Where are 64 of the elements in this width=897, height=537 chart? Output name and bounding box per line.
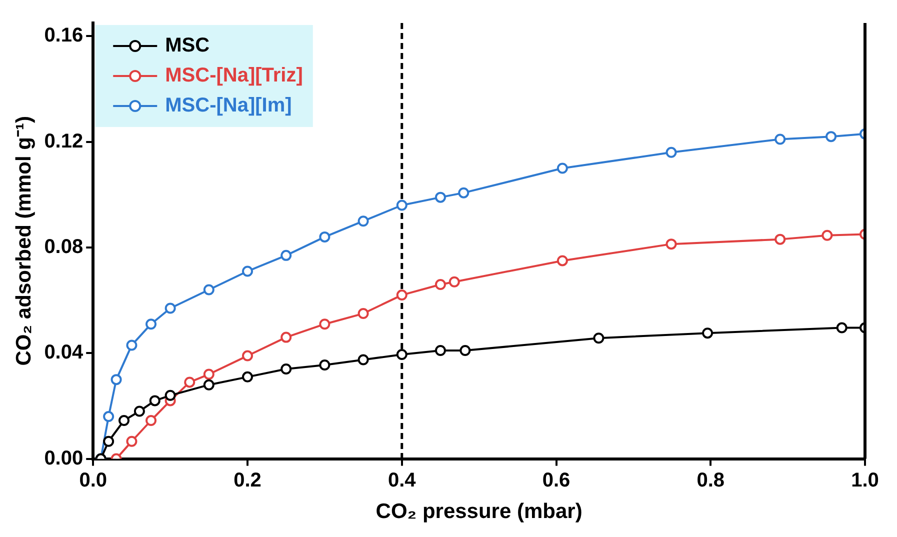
- point: [826, 131, 837, 142]
- point: [666, 146, 677, 158]
- point: [126, 436, 138, 447]
- point: [358, 216, 369, 227]
- point: [358, 308, 369, 320]
- y-tick-label: 0.12: [44, 130, 84, 152]
- point: [396, 200, 408, 211]
- y-tick-label: 0.08: [44, 236, 84, 258]
- point: [203, 284, 214, 296]
- point: [434, 345, 446, 356]
- point: [126, 340, 138, 351]
- point: [556, 255, 568, 266]
- point: [280, 250, 292, 261]
- point: [593, 332, 604, 344]
- x-tick-label: 0.0: [79, 469, 108, 492]
- point: [103, 411, 114, 422]
- point: [319, 318, 330, 330]
- point: [774, 234, 786, 245]
- point: [280, 332, 292, 343]
- point: [184, 376, 196, 388]
- point: [666, 238, 677, 250]
- legend-label: MSC-[Na][Im]: [165, 94, 292, 117]
- point: [242, 350, 253, 362]
- point: [164, 390, 176, 401]
- y-tick-label: 0.04: [44, 342, 84, 364]
- point: [434, 278, 446, 290]
- point: [358, 354, 369, 366]
- x-tick-label: 0.2: [234, 469, 262, 492]
- point: [556, 162, 568, 174]
- legend-label: MSC: [165, 34, 210, 57]
- point: [822, 230, 833, 241]
- x-tick-label: 0.6: [542, 469, 570, 492]
- point: [460, 345, 471, 356]
- x-tick-label: 0.4: [388, 469, 417, 492]
- point: [434, 192, 446, 203]
- point: [774, 134, 786, 145]
- point: [134, 406, 145, 417]
- point: [146, 318, 157, 330]
- legend-label: MSC-[Na][Triz]: [165, 64, 303, 87]
- point: [203, 368, 214, 380]
- point: [103, 436, 114, 447]
- point: [118, 415, 130, 426]
- point: [110, 374, 122, 386]
- x-axis-title: CO₂ pressure (mbar): [376, 500, 582, 524]
- point: [203, 379, 214, 390]
- point: [396, 290, 408, 301]
- point: [319, 231, 330, 242]
- y-tick-label: 0.00: [44, 447, 84, 470]
- x-tick-label: 1.0: [851, 469, 879, 492]
- point: [242, 371, 253, 382]
- y-tick-label: 0.16: [44, 24, 84, 47]
- point: [448, 276, 460, 288]
- point: [164, 302, 176, 314]
- point: [319, 360, 330, 371]
- point: [702, 328, 714, 339]
- point: [149, 395, 160, 406]
- point: [242, 266, 253, 277]
- point: [146, 415, 157, 426]
- x-tick-label: 0.8: [696, 469, 725, 492]
- point: [396, 348, 408, 360]
- y-axis-title: CO₂ adsorbed (mmol g⁻¹): [12, 116, 36, 366]
- point: [458, 187, 470, 198]
- point: [280, 364, 292, 374]
- point: [836, 322, 848, 334]
